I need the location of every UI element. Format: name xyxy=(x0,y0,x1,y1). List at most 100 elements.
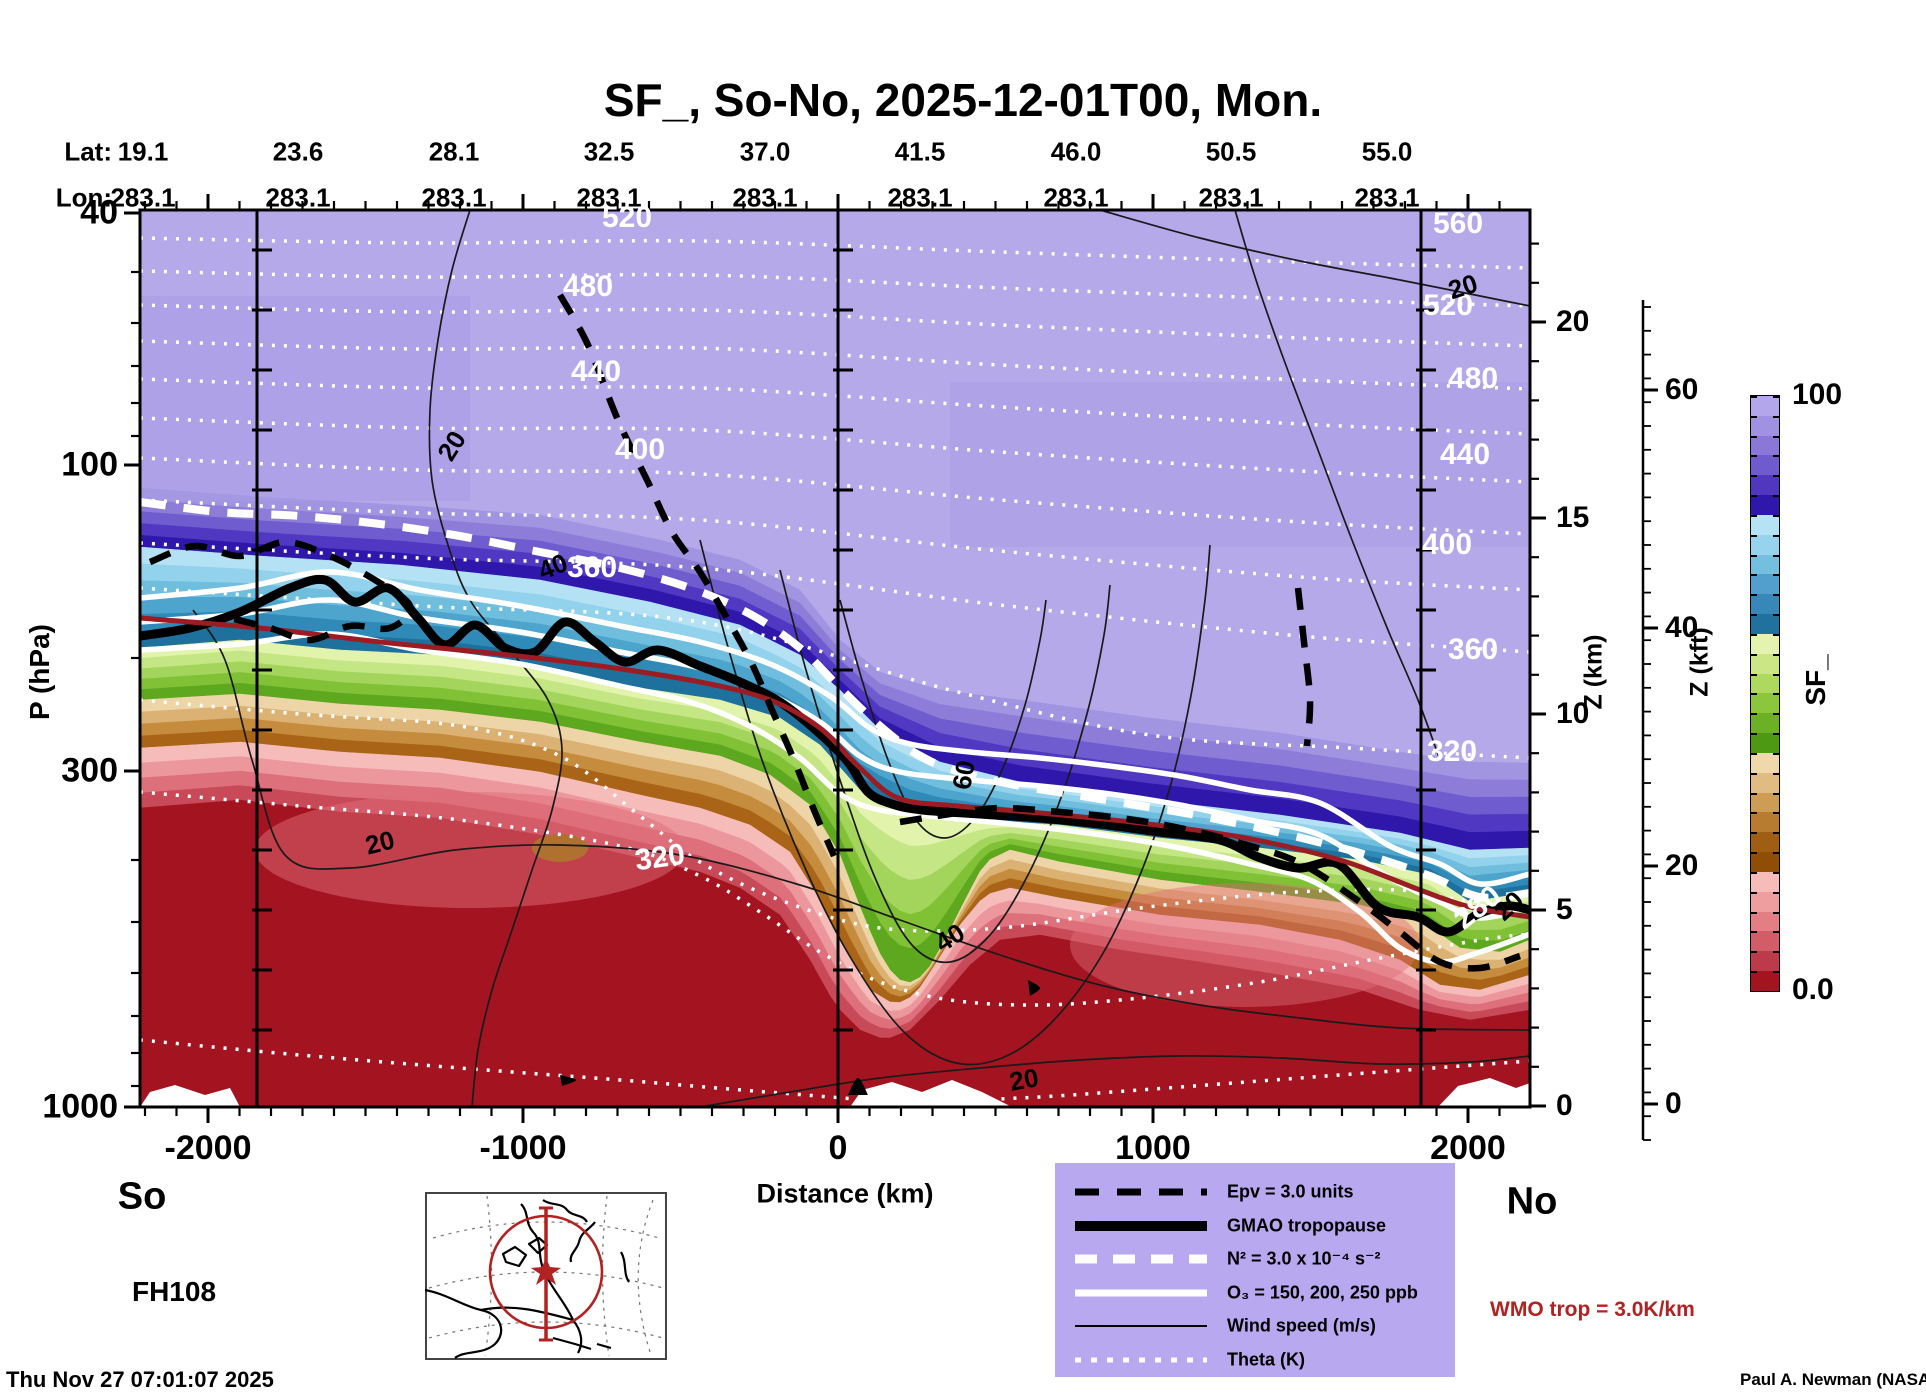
colorbar-swatch xyxy=(1751,455,1779,476)
lon-value: 283.1 xyxy=(1198,182,1264,213)
contour-wind-line xyxy=(1234,209,1441,761)
legend-swatch-n2 xyxy=(1075,1254,1207,1264)
lat-value: 37.0 xyxy=(739,136,791,167)
z-km-tick-label: 0 xyxy=(1556,1089,1573,1122)
contour-wind-line xyxy=(1099,209,1531,307)
legend-item-o3: O₃ = 150, 200, 250 ppb xyxy=(1055,1276,1455,1310)
legend: Epv = 3.0 units GMAO tropopause N² = 3.0 x… xyxy=(1055,1163,1455,1377)
colorbar-swatch xyxy=(1751,891,1779,912)
theta-contour-label: 360 xyxy=(566,551,618,584)
legend-label: GMAO tropopause xyxy=(1227,1215,1387,1235)
colorbar-max-label: 100 xyxy=(1792,378,1843,411)
colorbar-swatch xyxy=(1751,772,1779,793)
theta-contour-label: 360 xyxy=(1447,633,1499,666)
pressure-tick-label: 1000 xyxy=(42,1087,118,1126)
colorbar-swatch xyxy=(1751,633,1779,654)
wind-contour-label: 60 xyxy=(946,758,981,792)
colorbar-swatch xyxy=(1751,435,1779,456)
colorbar-swatch xyxy=(1751,911,1779,932)
z-kft-tick-label: 60 xyxy=(1665,373,1699,406)
legend-label: Theta (K) xyxy=(1227,1349,1305,1369)
theta-contour-label: 480 xyxy=(562,270,614,303)
lat-row-label: Lat: xyxy=(64,136,112,167)
lat-value: 19.1 xyxy=(117,136,169,167)
map-transect xyxy=(488,1206,604,1342)
legend-swatch-theta xyxy=(1075,1357,1207,1362)
colorbar-title: SF_ xyxy=(1800,654,1831,706)
z-km-tick-label: 20 xyxy=(1556,305,1590,338)
map-inset xyxy=(425,1192,667,1360)
colorbar-swatch xyxy=(1751,554,1779,575)
colorbar-swatch xyxy=(1751,871,1779,892)
distance-tick-label: -2000 xyxy=(164,1129,252,1167)
pressure-tick-label: 300 xyxy=(61,751,118,790)
distance-tick-label: 1000 xyxy=(1115,1129,1191,1167)
legend-item-wind: Wind speed (m/s) xyxy=(1055,1309,1455,1343)
contour-mark-line xyxy=(848,1078,868,1095)
lon-value: 283.1 xyxy=(887,182,953,213)
distance-tick-label: 2000 xyxy=(1430,1129,1506,1167)
legend-item-n2: N² = 3.0 x 10⁻⁴ s⁻² xyxy=(1055,1242,1455,1276)
lat-value: 41.5 xyxy=(894,136,946,167)
z-kft-tick-label: 0 xyxy=(1665,1087,1682,1120)
map-center-star xyxy=(531,1258,561,1285)
colorbar-swatch xyxy=(1751,673,1779,694)
theta-contour-label: 480 xyxy=(1447,362,1499,395)
legend-item-theta: Theta (K) xyxy=(1055,1343,1455,1377)
colorbar-swatch xyxy=(1751,514,1779,535)
lat-value: 46.0 xyxy=(1050,136,1102,167)
lon-value: 283.1 xyxy=(732,182,798,213)
legend-item-epv: Epv = 3.0 units xyxy=(1055,1175,1455,1209)
lon-value: 283.1 xyxy=(265,182,331,213)
contour-wind-line xyxy=(699,539,1211,1066)
theta-contour-label: 520 xyxy=(1422,289,1474,322)
theta-contour-label: 520 xyxy=(601,201,653,234)
colorbar-swatch xyxy=(1751,614,1779,634)
legend-swatch-wind xyxy=(1075,1325,1207,1327)
colorbar-swatch xyxy=(1751,752,1779,773)
north-endpoint-label: No xyxy=(1506,1180,1558,1223)
z-km-tick-label: 15 xyxy=(1556,501,1590,534)
colorbar-swatch xyxy=(1751,693,1779,714)
colorbar-min-label: 0.0 xyxy=(1792,973,1834,1006)
colorbar-swatch xyxy=(1751,931,1779,952)
contour-wind-line xyxy=(839,599,1047,839)
colorbar-swatch xyxy=(1751,792,1779,813)
lon-value: 283.1 xyxy=(421,182,487,213)
legend-label: Wind speed (m/s) xyxy=(1227,1315,1376,1336)
lat-value: 55.0 xyxy=(1361,136,1413,167)
distance-axis-title: Distance (km) xyxy=(756,1178,934,1209)
lon-row-label: Lon: xyxy=(55,182,112,213)
contour-mark-line xyxy=(560,1075,577,1086)
colorbar-swatch xyxy=(1751,415,1779,436)
theta-contour-label: 440 xyxy=(1439,438,1491,471)
colorbar-swatch xyxy=(1751,971,1779,991)
lon-value: 283.1 xyxy=(110,182,176,213)
z-kft-tick-label: 20 xyxy=(1665,849,1699,882)
theta-contour-label: 560 xyxy=(1432,207,1484,240)
creation-timestamp: Thu Nov 27 07:01:07 2025 xyxy=(6,1367,274,1392)
colorbar-swatch xyxy=(1751,653,1779,674)
colorbar-swatch xyxy=(1751,396,1779,416)
contour-o3-line xyxy=(139,631,1531,965)
contour-wind-line xyxy=(192,609,1531,1031)
contour-theta-line xyxy=(139,541,1531,654)
theta-contour-label: 440 xyxy=(570,355,622,388)
colorbar-swatch xyxy=(1751,475,1779,496)
contour-theta-line xyxy=(139,377,1531,436)
colorbar xyxy=(1750,395,1780,992)
pressure-axis-title: P (hPa) xyxy=(24,624,55,720)
distance-tick-label: -1000 xyxy=(479,1129,567,1167)
legend-swatch-gmao xyxy=(1075,1220,1207,1231)
contour-theta-line xyxy=(139,269,1531,308)
contour-epv-line xyxy=(557,293,837,858)
colorbar-swatch xyxy=(1751,852,1779,872)
lat-value: 32.5 xyxy=(583,136,635,167)
lat-value: 23.6 xyxy=(272,136,324,167)
colorbar-swatch xyxy=(1751,812,1779,833)
colorbar-swatch xyxy=(1751,594,1779,615)
contour-wind-line xyxy=(428,209,563,1108)
lon-value: 283.1 xyxy=(1043,182,1109,213)
legend-item-gmao: GMAO tropopause xyxy=(1055,1209,1455,1243)
